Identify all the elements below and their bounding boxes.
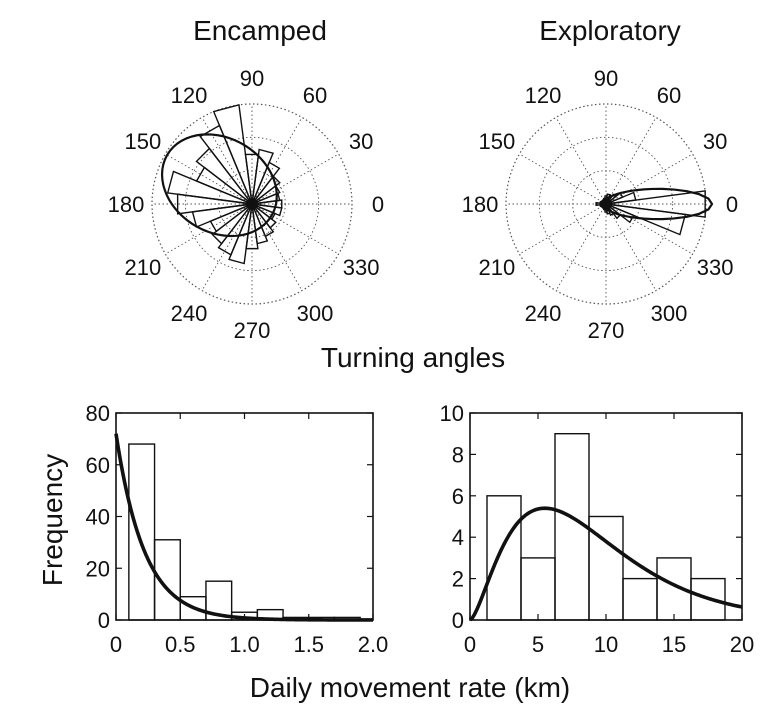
y-tick-label: 6 (452, 484, 464, 509)
y-tick-label: 0 (452, 608, 464, 633)
y-tick-label: 8 (452, 442, 464, 467)
x-tick-label: 0 (110, 632, 122, 657)
polar-angle-label: 240 (525, 301, 562, 326)
polar-grid-spoke (605, 203, 693, 255)
polar-grid-spoke (555, 117, 607, 205)
polar-grid-spoke (605, 153, 693, 205)
polar-grid-spoke (605, 117, 657, 205)
histogram-x-axis-label: Daily movement rate (km) (250, 672, 571, 703)
polar-grid-circle (151, 103, 353, 305)
polar-grid-spoke (251, 117, 303, 205)
y-tick-label: 10 (440, 401, 464, 426)
polar-angle-label: 330 (697, 255, 734, 280)
polar-grid-spoke (201, 203, 253, 291)
polar-angle-label: 90 (594, 66, 618, 91)
x-tick-label: 0.5 (165, 632, 196, 657)
polar-angle-label: 150 (125, 129, 162, 154)
polar-grid-spoke (519, 203, 607, 255)
polar-angle-label: 270 (234, 318, 271, 343)
x-tick-label: 2.0 (358, 632, 389, 657)
polar-angle-label: 300 (297, 301, 334, 326)
exploratory-polar-chart: Exploratory 0 30 60 90 120 150 180 210 240 270 300 3… (462, 15, 738, 343)
polar-angle-label: 0 (372, 192, 384, 217)
x-tick-label: 5 (532, 632, 544, 657)
polar-title: Exploratory (539, 15, 681, 46)
y-tick-label: 40 (86, 505, 110, 530)
histogram-bar (690, 577, 726, 621)
histogram-bar (153, 539, 181, 621)
encamped-polar-chart: Encamped 0 30 60 90 120 150 180 210 240 270 300 330 (108, 15, 384, 343)
x-tick-label: 1.0 (229, 632, 260, 657)
polar-title: Encamped (193, 15, 327, 46)
y-tick-label: 60 (86, 453, 110, 478)
y-tick-label: 20 (86, 556, 110, 581)
polar-angle-label: 210 (479, 255, 516, 280)
x-tick-label: 15 (662, 632, 686, 657)
polar-grid-spoke (251, 203, 339, 255)
y-tick-label: 4 (452, 525, 464, 550)
polar-bin (251, 203, 283, 217)
turning-angles-caption: Turning angles (321, 342, 505, 373)
polar-grid-spoke (251, 203, 303, 291)
polar-angle-label: 60 (303, 83, 327, 108)
polar-angle-label: 0 (726, 192, 738, 217)
y-tick-label: 0 (98, 608, 110, 633)
histogram-bar (486, 495, 522, 621)
polar-grid-spoke (201, 117, 253, 205)
polar-angle-label: 120 (171, 83, 208, 108)
polar-grid-spoke (165, 153, 253, 205)
x-tick-label: 20 (730, 632, 754, 657)
histogram-bar (520, 557, 556, 621)
polar-grid-spoke (165, 203, 253, 255)
polar-angle-label: 120 (525, 83, 562, 108)
polar-angle-label: 30 (349, 129, 373, 154)
encamped-histogram: 0 0.5 1.0 1.5 2.0 0 20 40 60 80 (86, 401, 389, 657)
histogram-bar (622, 577, 658, 621)
polar-fit-curve (602, 187, 714, 221)
polar-grid-spoke (605, 203, 657, 291)
x-tick-label: 1.5 (293, 632, 324, 657)
x-tick-label: 10 (594, 632, 618, 657)
y-tick-label: 2 (452, 567, 464, 592)
polar-grid-spoke (519, 153, 607, 205)
polar-angle-label: 30 (703, 129, 727, 154)
polar-angle-label: 240 (171, 301, 208, 326)
histogram-bar (128, 443, 156, 621)
polar-grid-circle (538, 136, 674, 272)
histogram-y-axis-label: Frequency (37, 454, 68, 586)
polar-grid-spoke (251, 153, 339, 205)
exploratory-histogram: 0 5 10 15 20 0 2 4 6 8 10 (440, 401, 755, 657)
polar-angle-label: 180 (108, 192, 145, 217)
polar-grid-circle (184, 136, 320, 272)
polar-angle-label: 210 (125, 255, 162, 280)
polar-grid-circle (505, 103, 707, 305)
x-tick-label: 0 (464, 632, 476, 657)
histogram-fit-curve (114, 433, 373, 622)
polar-angle-label: 90 (240, 66, 264, 91)
polar-angle-label: 300 (651, 301, 688, 326)
histogram-fit-curve (468, 506, 743, 622)
polar-angle-label: 150 (479, 129, 516, 154)
y-tick-label: 80 (86, 401, 110, 426)
polar-angle-label: 60 (657, 83, 681, 108)
histogram-bar (205, 580, 233, 621)
polar-fit-curve (160, 133, 278, 238)
polar-angle-label: 270 (588, 318, 625, 343)
polar-angle-label: 330 (343, 255, 380, 280)
polar-grid-spoke (555, 203, 607, 291)
polar-angle-label: 180 (462, 192, 499, 217)
